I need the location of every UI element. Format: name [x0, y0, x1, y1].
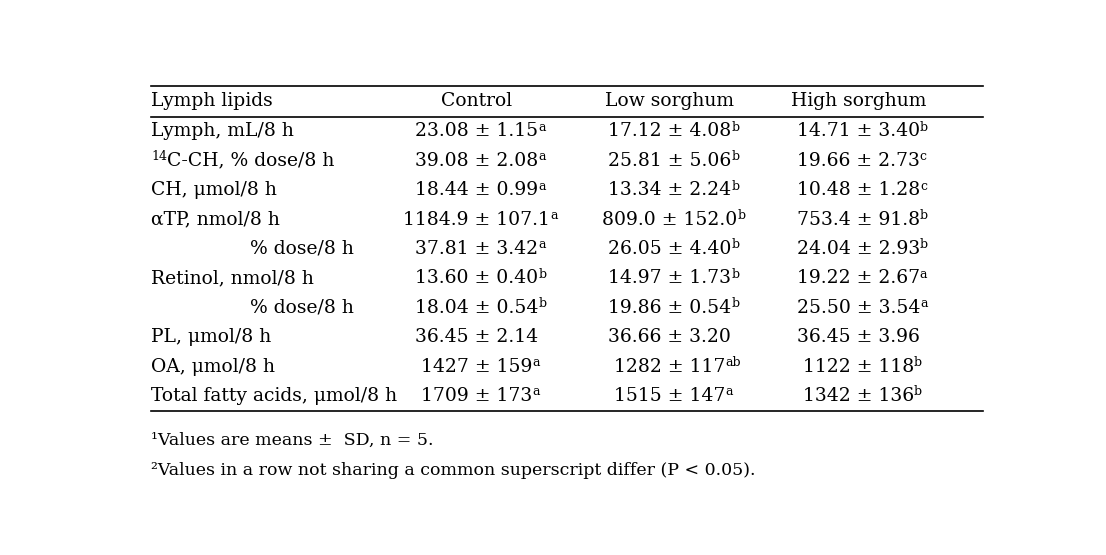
Text: b: b	[738, 209, 745, 222]
Text: 24.04 ± 2.93: 24.04 ± 2.93	[796, 240, 920, 258]
Text: b: b	[914, 386, 922, 398]
Text: 19.66 ± 2.73: 19.66 ± 2.73	[796, 152, 920, 170]
Text: b: b	[539, 268, 546, 281]
Text: c: c	[920, 180, 927, 193]
Text: 13.34 ± 2.24: 13.34 ± 2.24	[608, 181, 731, 199]
Text: Retinol, nmol/8 h: Retinol, nmol/8 h	[152, 269, 314, 287]
Text: αTP, nmol/8 h: αTP, nmol/8 h	[152, 210, 280, 229]
Text: 26.05 ± 4.40: 26.05 ± 4.40	[608, 240, 731, 258]
Text: 753.4 ± 91.8: 753.4 ± 91.8	[796, 210, 920, 229]
Text: b: b	[731, 268, 739, 281]
Text: ²Values in a row not sharing a common superscript differ (P < 0.05).: ²Values in a row not sharing a common su…	[152, 462, 755, 479]
Text: b: b	[731, 150, 740, 163]
Text: a: a	[532, 386, 540, 398]
Text: a: a	[920, 268, 927, 281]
Text: 1427 ± 159: 1427 ± 159	[421, 357, 532, 376]
Text: 14.71 ± 3.40: 14.71 ± 3.40	[796, 122, 920, 140]
Text: High sorghum: High sorghum	[791, 92, 926, 110]
Text: b: b	[920, 121, 928, 134]
Text: 25.50 ± 3.54: 25.50 ± 3.54	[796, 299, 920, 317]
Text: 1709 ± 173: 1709 ± 173	[421, 387, 532, 405]
Text: 18.44 ± 0.99: 18.44 ± 0.99	[415, 181, 539, 199]
Text: 17.12 ± 4.08: 17.12 ± 4.08	[608, 122, 731, 140]
Text: Lymph, mL/8 h: Lymph, mL/8 h	[152, 122, 294, 140]
Text: 1515 ± 147: 1515 ± 147	[614, 387, 726, 405]
Text: 39.08 ± 2.08: 39.08 ± 2.08	[415, 152, 539, 170]
Text: 36.45 ± 3.96: 36.45 ± 3.96	[796, 328, 920, 346]
Text: 1342 ± 136: 1342 ± 136	[803, 387, 914, 405]
Text: 14.97 ± 1.73: 14.97 ± 1.73	[608, 269, 731, 287]
Text: 1122 ± 118: 1122 ± 118	[803, 357, 914, 376]
Text: a: a	[726, 386, 733, 398]
Text: Control: Control	[441, 92, 512, 110]
Text: 809.0 ± 152.0: 809.0 ± 152.0	[602, 210, 738, 229]
Text: ¹Values are means ±  SD, n = 5.: ¹Values are means ± SD, n = 5.	[152, 432, 434, 449]
Text: 36.66 ± 3.20: 36.66 ± 3.20	[608, 328, 731, 346]
Text: b: b	[539, 297, 546, 310]
Text: C-CH, % dose/8 h: C-CH, % dose/8 h	[167, 152, 334, 170]
Text: b: b	[920, 209, 928, 222]
Text: CH, μmol/8 h: CH, μmol/8 h	[152, 181, 276, 199]
Text: 25.81 ± 5.06: 25.81 ± 5.06	[608, 152, 731, 170]
Text: b: b	[920, 239, 928, 251]
Text: % dose/8 h: % dose/8 h	[250, 299, 354, 317]
Text: 37.81 ± 3.42: 37.81 ± 3.42	[415, 240, 539, 258]
Text: 13.60 ± 0.40: 13.60 ± 0.40	[415, 269, 539, 287]
Text: Low sorghum: Low sorghum	[605, 92, 734, 110]
Text: a: a	[920, 297, 928, 310]
Text: c: c	[920, 150, 927, 163]
Text: a: a	[532, 356, 540, 369]
Text: 10.48 ± 1.28: 10.48 ± 1.28	[796, 181, 920, 199]
Text: a: a	[539, 239, 546, 251]
Text: 1184.9 ± 107.1: 1184.9 ± 107.1	[404, 210, 551, 229]
Text: a: a	[539, 121, 546, 134]
Text: b: b	[731, 180, 740, 193]
Text: ab: ab	[726, 356, 741, 369]
Text: b: b	[731, 239, 740, 251]
Text: Total fatty acids, μmol/8 h: Total fatty acids, μmol/8 h	[152, 387, 397, 405]
Text: b: b	[731, 297, 740, 310]
Text: 1282 ± 117: 1282 ± 117	[614, 357, 726, 376]
Text: a: a	[551, 209, 557, 222]
Text: b: b	[914, 356, 922, 369]
Text: % dose/8 h: % dose/8 h	[250, 240, 354, 258]
Text: 18.04 ± 0.54: 18.04 ± 0.54	[415, 299, 539, 317]
Text: 19.22 ± 2.67: 19.22 ± 2.67	[796, 269, 920, 287]
Text: 36.45 ± 2.14: 36.45 ± 2.14	[415, 328, 539, 346]
Text: OA, μmol/8 h: OA, μmol/8 h	[152, 357, 275, 376]
Text: 14: 14	[152, 150, 167, 163]
Text: Lymph lipids: Lymph lipids	[152, 92, 273, 110]
Text: b: b	[731, 121, 740, 134]
Text: PL, μmol/8 h: PL, μmol/8 h	[152, 328, 271, 346]
Text: 19.86 ± 0.54: 19.86 ± 0.54	[608, 299, 731, 317]
Text: a: a	[539, 150, 546, 163]
Text: a: a	[539, 180, 546, 193]
Text: 23.08 ± 1.15: 23.08 ± 1.15	[415, 122, 539, 140]
